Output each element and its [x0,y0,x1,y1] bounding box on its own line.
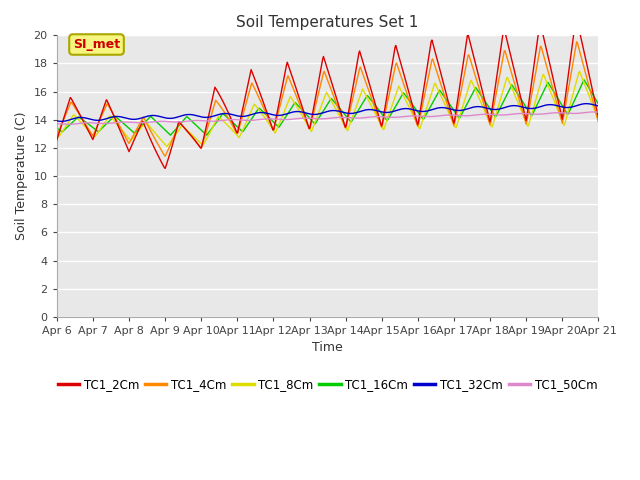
Legend: TC1_2Cm, TC1_4Cm, TC1_8Cm, TC1_16Cm, TC1_32Cm, TC1_50Cm: TC1_2Cm, TC1_4Cm, TC1_8Cm, TC1_16Cm, TC1… [53,373,602,396]
X-axis label: Time: Time [312,341,343,354]
Title: Soil Temperatures Set 1: Soil Temperatures Set 1 [236,15,419,30]
Y-axis label: Soil Temperature (C): Soil Temperature (C) [15,112,28,240]
Text: SI_met: SI_met [73,38,120,51]
